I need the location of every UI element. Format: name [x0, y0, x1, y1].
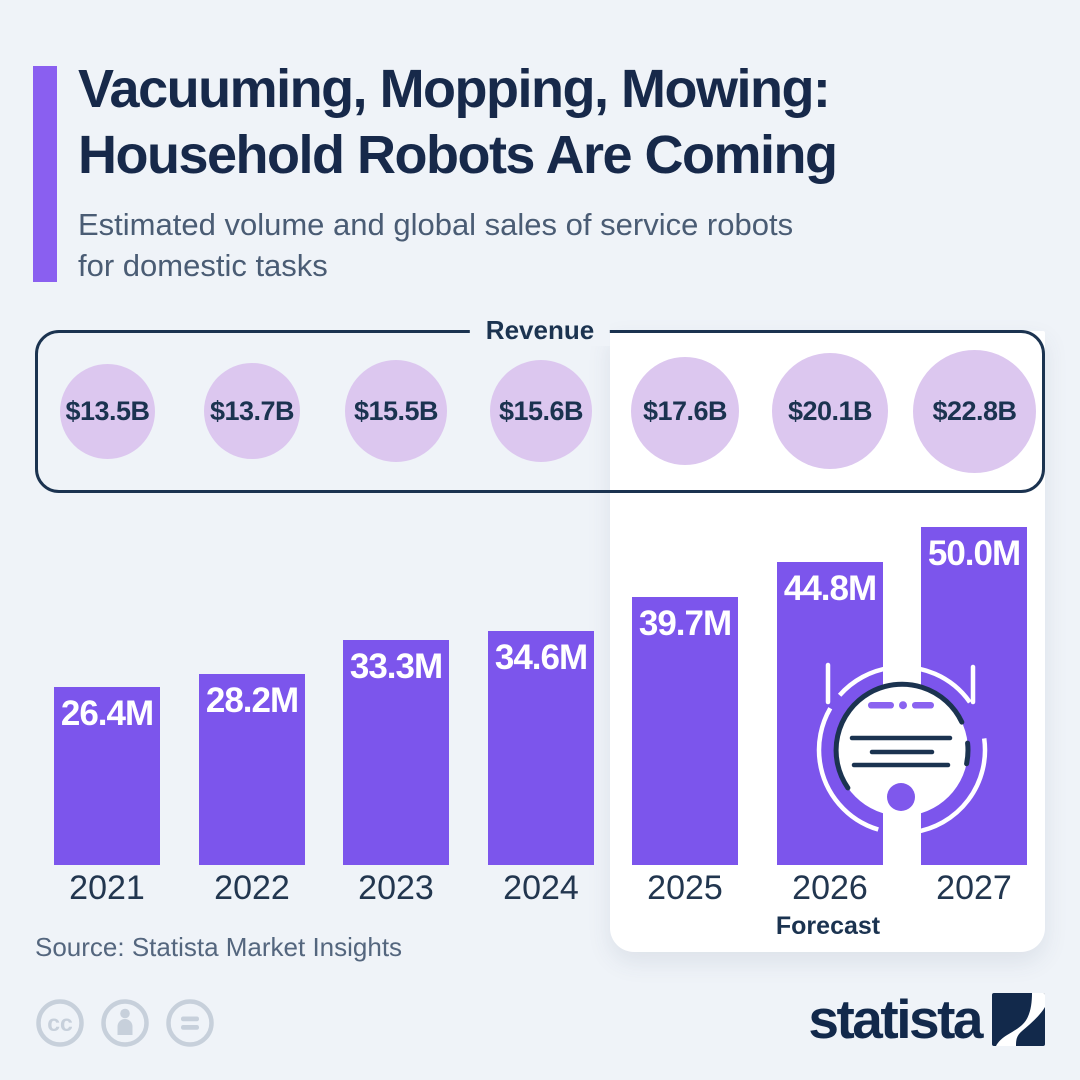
- robot-display-dash-icon: [868, 702, 894, 709]
- revenue-box: Revenue: [35, 315, 1045, 493]
- revenue-box-label: Revenue: [469, 315, 611, 346]
- svg-text:cc: cc: [47, 1010, 73, 1036]
- revenue-circle-2024: $15.6B: [490, 360, 592, 462]
- title-line-1: Vacuuming, Mopping, Mowing:: [78, 59, 831, 119]
- year-label-2027: 2027: [936, 869, 1012, 907]
- revenue-circle-2023: $15.5B: [345, 360, 447, 462]
- bar-2023: 33.3M: [343, 640, 449, 865]
- license-icons-row: cc: [34, 997, 216, 1049]
- year-label-2025: 2025: [647, 869, 723, 907]
- year-label-2023: 2023: [358, 869, 434, 907]
- bar-2022: 28.2M: [199, 674, 305, 865]
- bar-2021: 26.4M: [54, 687, 160, 865]
- statista-logo-icon: [992, 993, 1045, 1046]
- bar-value-label-2021: 26.4M: [60, 694, 154, 733]
- statista-branding: statista: [808, 988, 1045, 1050]
- year-label-2026: 2026: [792, 869, 868, 907]
- bar-value-label-2024: 34.6M: [494, 638, 588, 677]
- bar-value-label-2027: 50.0M: [927, 534, 1021, 573]
- year-label-2021: 2021: [69, 869, 145, 907]
- revenue-circle-2027: $22.8B: [913, 350, 1036, 473]
- cc-icon: cc: [36, 999, 84, 1047]
- revenue-circle-2021: $13.5B: [60, 364, 155, 459]
- robot-vacuum-illustration: [816, 662, 988, 836]
- bar-2025: 39.7M: [632, 597, 738, 865]
- bar-2024: 34.6M: [488, 631, 594, 865]
- title-line-2: Household Robots Are Coming: [78, 125, 838, 185]
- year-label-2024: 2024: [503, 869, 579, 907]
- subtitle-line-1: Estimated volume and global sales of ser…: [78, 207, 794, 242]
- revenue-circle-2022: $13.7B: [204, 363, 300, 459]
- revenue-circle-2026: $20.1B: [772, 353, 888, 469]
- robot-button-icon: [887, 783, 915, 811]
- robot-display-dot-icon: [899, 701, 907, 710]
- page-subtitle: Estimated volume and global sales of ser…: [78, 204, 793, 286]
- forecast-label: Forecast: [775, 912, 881, 940]
- bar-value-label-2026: 44.8M: [783, 569, 877, 608]
- bar-value-label-2023: 33.3M: [349, 647, 443, 686]
- source-credit: Source: Statista Market Insights: [35, 932, 403, 962]
- year-label-2022: 2022: [214, 869, 290, 907]
- revenue-circle-2025: $17.6B: [631, 357, 739, 465]
- attribution-icon: [101, 999, 149, 1047]
- equals-icon: [166, 999, 214, 1047]
- bar-value-label-2025: 39.7M: [638, 604, 732, 643]
- bar-value-label-2022: 28.2M: [205, 681, 299, 720]
- robot-display-dash-icon: [912, 702, 934, 709]
- subtitle-line-2: for domestic tasks: [78, 248, 328, 283]
- title-accent-bar: [33, 66, 57, 282]
- page-title: Vacuuming, Mopping, Mowing: Household Ro…: [78, 56, 838, 188]
- statista-wordmark: statista: [808, 988, 983, 1050]
